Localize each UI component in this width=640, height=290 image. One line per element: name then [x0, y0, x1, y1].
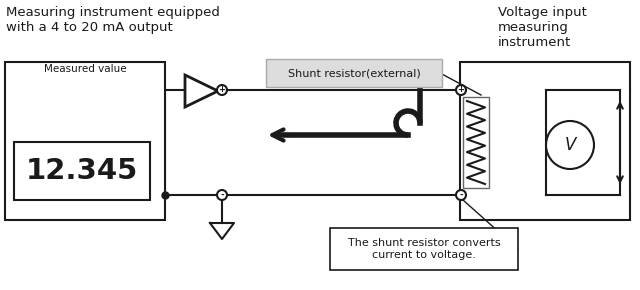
Polygon shape: [185, 75, 218, 107]
Text: The shunt resistor converts
current to voltage.: The shunt resistor converts current to v…: [348, 238, 500, 260]
Circle shape: [217, 190, 227, 200]
Circle shape: [456, 190, 466, 200]
Text: +: +: [218, 86, 225, 95]
Text: V: V: [564, 136, 576, 154]
Bar: [460, 62, 630, 220]
Text: +: +: [458, 86, 465, 95]
Circle shape: [546, 121, 594, 169]
Text: Shunt resistor(external): Shunt resistor(external): [287, 68, 420, 78]
Circle shape: [217, 85, 227, 95]
Bar: [330, 228, 518, 270]
Text: Measured value: Measured value: [44, 64, 126, 74]
FancyBboxPatch shape: [266, 59, 442, 87]
Circle shape: [456, 85, 466, 95]
Text: -: -: [459, 191, 463, 200]
Text: 12.345: 12.345: [26, 157, 138, 185]
Text: Measuring instrument equipped
with a 4 to 20 mA output: Measuring instrument equipped with a 4 t…: [6, 6, 220, 34]
Bar: [5, 62, 165, 220]
Bar: [14, 142, 150, 200]
Bar: [463, 97, 489, 188]
Text: Voltage input
measuring
instrument: Voltage input measuring instrument: [498, 6, 587, 49]
Text: -: -: [220, 191, 224, 200]
